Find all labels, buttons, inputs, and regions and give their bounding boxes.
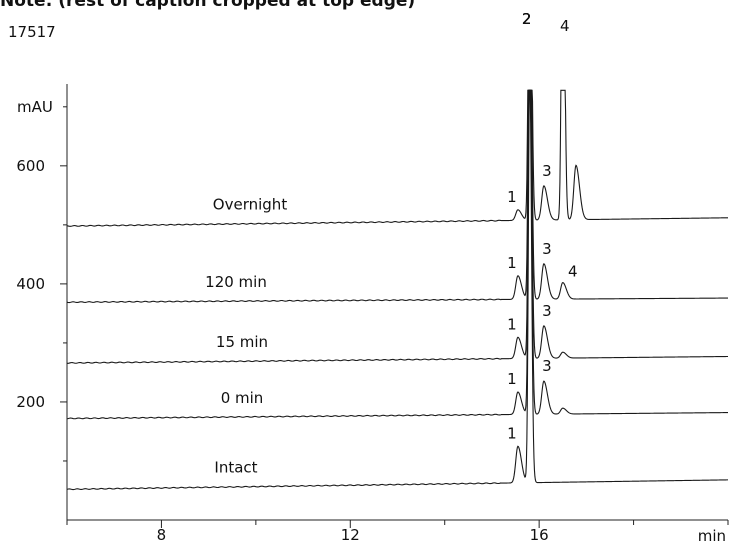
peak-label-3-1: 1: [507, 370, 517, 388]
axes: [60, 84, 729, 528]
y-tick-label-400: 400: [16, 275, 45, 293]
trace-name-4: Intact: [214, 459, 257, 477]
trace-4: [66, 89, 729, 491]
x-tick-label-8: 8: [157, 526, 167, 544]
y-tick-label-200: 200: [16, 393, 45, 411]
peak-label-3-2: 2: [522, 10, 532, 28]
peak-label-4-2: 2: [522, 10, 532, 28]
trace-name-3: 0 min: [221, 389, 264, 407]
peak-label-1-2: 2: [522, 10, 532, 28]
peak-label-2-1: 1: [507, 315, 517, 333]
sample-id: 17517: [8, 23, 56, 41]
peak-label-0-2: 2: [522, 10, 532, 28]
trace-3: [66, 89, 728, 420]
trace-0: [66, 89, 728, 227]
peak-label-0-3: 3: [542, 162, 552, 180]
peak-label-2-2: 2: [522, 10, 532, 28]
peak-label-1-3: 3: [542, 240, 552, 258]
peak-label-1-1: 1: [507, 254, 517, 272]
x-axis-label: min: [698, 527, 726, 545]
peak-label-3-3: 3: [542, 357, 552, 375]
peak-label-2-3: 3: [542, 302, 552, 320]
trace-name-0: Overnight: [213, 196, 288, 214]
x-tick-label-16: 16: [530, 526, 549, 544]
trace-name-1: 120 min: [205, 273, 267, 291]
y-tick-label-600: 600: [16, 157, 45, 175]
trace-1: [66, 89, 728, 304]
trace-name-2: 15 min: [216, 333, 268, 351]
traces: [66, 89, 729, 491]
peak-label-0-1: 1: [507, 188, 517, 206]
peak-label-1-4: 4: [568, 263, 578, 281]
x-tick-label-12: 12: [341, 526, 360, 544]
trace-2: [66, 89, 729, 364]
peak-label-0-4: 4: [560, 17, 570, 35]
y-axis-label: mAU: [17, 98, 53, 116]
peak-label-4-1: 1: [507, 424, 517, 442]
cropped-caption-fragment: Note: (rest of caption cropped at top ed…: [0, 0, 416, 11]
